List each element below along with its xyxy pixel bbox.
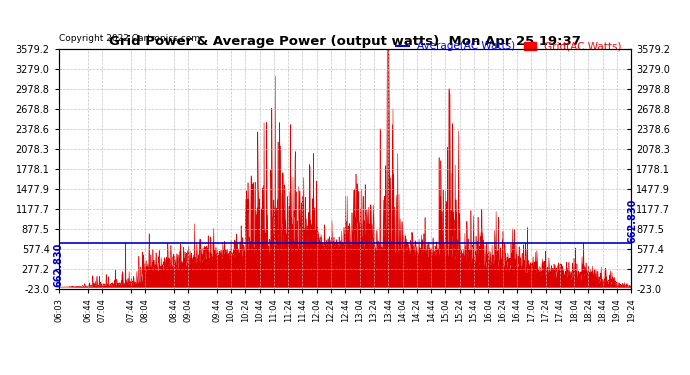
Text: 662.830: 662.830	[627, 199, 637, 243]
Title: Grid Power & Average Power (output watts)  Mon Apr 25 19:37: Grid Power & Average Power (output watts…	[109, 34, 581, 48]
Text: Copyright 2022 Cartronics.com: Copyright 2022 Cartronics.com	[59, 34, 199, 43]
Text: 662.830: 662.830	[53, 243, 63, 287]
Legend: Average(AC Watts), Grid(AC Watts): Average(AC Watts), Grid(AC Watts)	[392, 37, 626, 56]
